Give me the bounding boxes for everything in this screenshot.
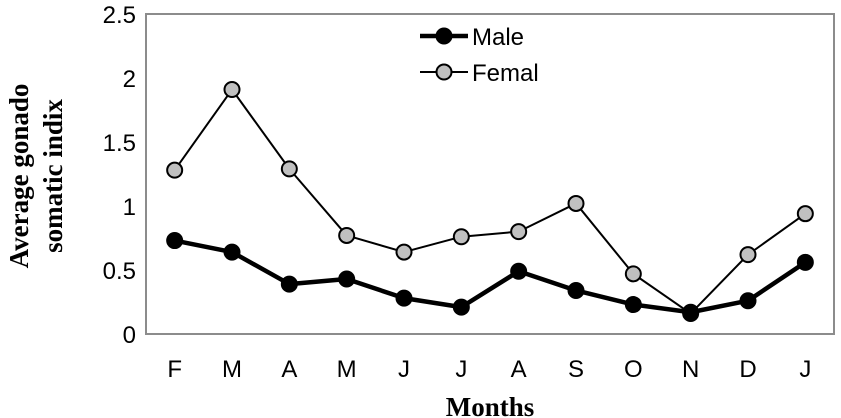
x-tick-label: D	[739, 356, 756, 383]
y-tick-label: 0	[123, 322, 136, 349]
series-line-femal	[173, 88, 806, 315]
legend-label-femal: Femal	[472, 60, 539, 87]
x-tick-label: M	[222, 356, 242, 383]
data-point-femal	[338, 226, 356, 244]
data-point-male	[510, 262, 528, 280]
x-tick-label: A	[511, 356, 527, 383]
data-point-femal	[739, 246, 757, 264]
y-tick-label: 1.5	[103, 130, 136, 157]
data-point-male	[223, 243, 241, 261]
data-point-femal	[510, 223, 528, 241]
data-point-femal	[452, 228, 470, 246]
y-axis-title-line: Average gonado	[4, 84, 34, 269]
y-tick-label: 0.5	[103, 258, 136, 285]
data-point-femal	[796, 205, 814, 223]
x-tick-label: M	[337, 356, 357, 383]
data-point-male	[452, 298, 470, 316]
x-axis-title: Months	[446, 392, 535, 418]
legend-marker-femal	[435, 63, 453, 81]
legend-marker-male	[435, 27, 453, 45]
series-line-male	[174, 238, 807, 315]
data-point-male	[280, 275, 298, 293]
y-tick-label: 2.5	[103, 2, 136, 29]
data-point-femal	[280, 160, 298, 178]
x-tick-label: O	[624, 356, 643, 383]
legend-label-male: Male	[472, 24, 524, 51]
x-tick-label: A	[281, 356, 297, 383]
data-point-femal	[395, 243, 413, 261]
y-axis-title-line: somatic indix	[38, 99, 68, 253]
x-tick-label: N	[682, 356, 699, 383]
x-tick-label: S	[568, 356, 584, 383]
data-point-femal	[624, 265, 642, 283]
x-tick-label: F	[167, 356, 182, 383]
data-point-male	[624, 296, 642, 314]
plot-area-frame	[145, 13, 835, 335]
data-point-male	[338, 270, 356, 288]
x-tick-label: J	[455, 356, 467, 383]
x-tick-label: J	[398, 356, 410, 383]
data-point-male	[567, 281, 585, 299]
data-point-male	[166, 232, 184, 250]
data-point-femal	[223, 81, 241, 99]
data-point-male	[682, 303, 700, 321]
data-point-femal	[567, 194, 585, 212]
data-point-male	[395, 289, 413, 307]
y-tick-label: 1	[123, 194, 136, 221]
y-tick-label: 2	[123, 66, 136, 93]
data-point-male	[796, 253, 814, 271]
x-tick-label: J	[799, 356, 811, 383]
data-point-femal	[166, 161, 184, 179]
data-point-male	[739, 292, 757, 310]
